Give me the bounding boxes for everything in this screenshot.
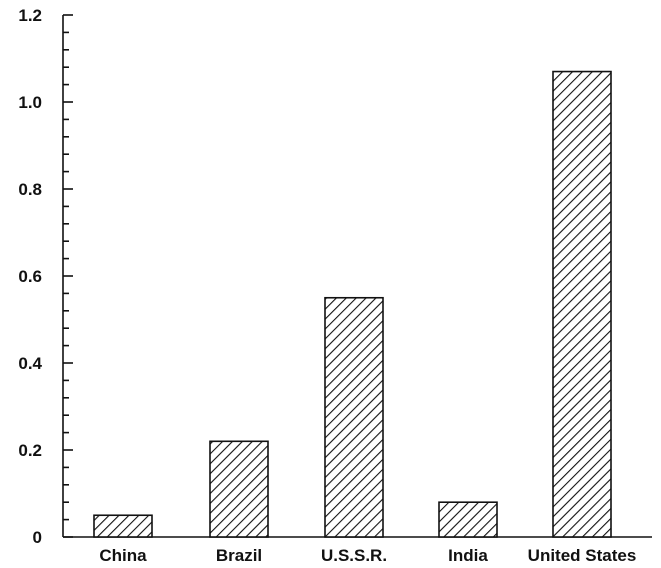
bar-united-states: [552, 70, 612, 538]
chart-labels: 0 0.2 0.4 0.6 0.8 1.0 1.2 China Brazil U.S.S.R. In…: [18, 6, 636, 565]
y-tick-label: 0.8: [18, 180, 42, 199]
x-category-label: China: [99, 546, 147, 565]
bar-china: [93, 514, 153, 538]
y-tick-label: 1.2: [18, 6, 42, 25]
bar-brazil: [209, 440, 269, 538]
y-tick-label: 0.2: [18, 441, 42, 460]
bar-india: [438, 501, 498, 538]
x-category-label: India: [448, 546, 488, 565]
y-tick-label: 0.4: [18, 354, 42, 373]
y-tick-label: 0.6: [18, 267, 42, 286]
x-category-label: U.S.S.R.: [321, 546, 387, 565]
x-category-label: Brazil: [216, 546, 262, 565]
bar-u-s-s-r: [324, 296, 384, 538]
y-tick-label: 0: [33, 528, 42, 547]
chart-bars: [93, 70, 612, 538]
x-category-label: United States: [528, 546, 637, 565]
y-tick-label: 1.0: [18, 93, 42, 112]
